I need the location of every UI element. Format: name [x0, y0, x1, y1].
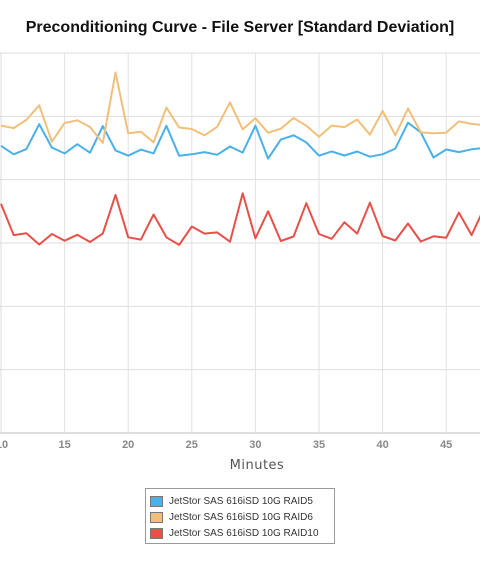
- x-axis-label: Minutes: [229, 458, 285, 473]
- legend-swatch-raid5: [150, 495, 163, 507]
- legend-swatch-raid6: [150, 511, 163, 523]
- x-tick-label: 40: [376, 439, 388, 451]
- legend-item-raid5[interactable]: JetStor SAS 616iSD 10G RAID5: [150, 494, 313, 508]
- x-tick-label: 15: [58, 439, 70, 451]
- legend: JetStor SAS 616iSD 10G RAID5 JetStor SAS…: [145, 488, 335, 544]
- series-line-2[interactable]: [0, 192, 480, 246]
- legend-item-raid6[interactable]: JetStor SAS 616iSD 10G RAID6: [150, 510, 313, 524]
- x-tick-label: 20: [122, 439, 134, 451]
- x-tick-label: 25: [186, 439, 198, 451]
- x-tick-label: 35: [313, 439, 325, 451]
- x-tick-label: 10: [0, 439, 8, 451]
- legend-swatch-raid10: [150, 527, 163, 539]
- series-line-0[interactable]: [0, 121, 480, 160]
- series-line-1[interactable]: [0, 71, 480, 144]
- chart-title: Preconditioning Curve - File Server [Sta…: [25, 19, 455, 36]
- series-lines: [0, 71, 480, 246]
- x-tick-label: 30: [249, 439, 261, 451]
- legend-label-raid10: JetStor SAS 616iSD 10G RAID10: [169, 527, 319, 539]
- x-tick-label: 45: [440, 439, 452, 451]
- legend-item-raid10[interactable]: JetStor SAS 616iSD 10G RAID10: [150, 526, 319, 540]
- x-tick-labels: 10 15 20 25 30 35 40 45: [0, 439, 452, 451]
- legend-label-raid5: JetStor SAS 616iSD 10G RAID5: [169, 495, 313, 507]
- grid: [0, 52, 480, 434]
- legend-label-raid6: JetStor SAS 616iSD 10G RAID6: [169, 511, 313, 523]
